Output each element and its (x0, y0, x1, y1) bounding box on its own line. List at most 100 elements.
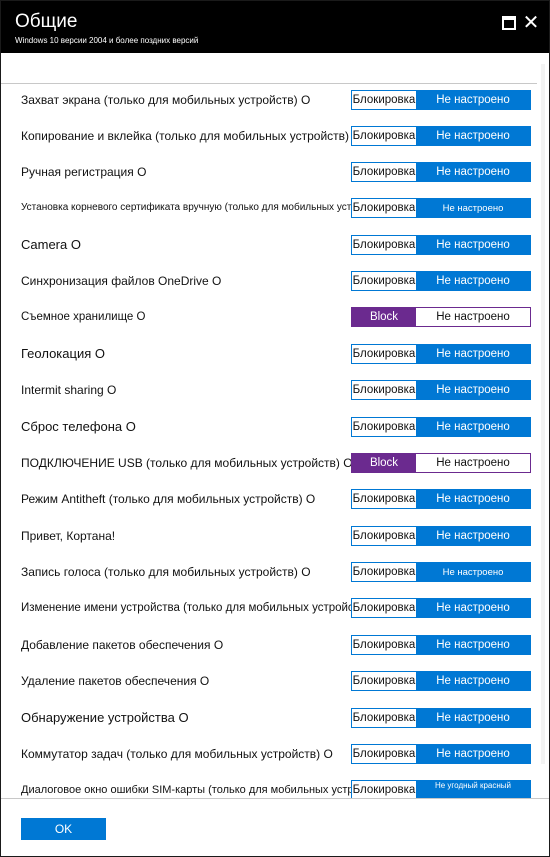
setting-row: Запись голоса (только для мобильных устр… (1, 561, 537, 583)
toggle-option-not-configured[interactable]: Не настроено (416, 163, 530, 181)
setting-label: Копирование и вклейка (только для мобиль… (21, 125, 362, 147)
setting-toggle[interactable]: Блокировка Не настроено (351, 126, 531, 146)
toggle-option-block[interactable]: Block (352, 454, 416, 472)
setting-toggle[interactable]: Блокировка Не настроено (351, 235, 531, 255)
setting-label: Camera О (21, 234, 81, 256)
setting-toggle[interactable]: Блокировка Не настроено (351, 90, 531, 110)
toggle-option-not-configured[interactable]: Не настроено (416, 709, 530, 727)
toggle-option-block[interactable]: Блокировка (352, 599, 416, 617)
toggle-option-not-configured[interactable]: Не угодный красный (416, 781, 530, 798)
toggle-option-block[interactable]: Блокировка (352, 272, 416, 290)
toggle-option-not-configured[interactable]: Не настроено (416, 272, 530, 290)
setting-row: ПОДКЛЮЧЕНИЕ USB (только для мобильных ус… (1, 452, 537, 474)
toggle-option-block[interactable]: Блокировка (352, 490, 416, 508)
toggle-option-block[interactable]: Блокировка (352, 199, 416, 217)
toggle-option-not-configured[interactable]: Не настроено (416, 418, 530, 436)
toggle-option-not-configured[interactable]: Не настроено (416, 236, 530, 254)
blade-header: Общие Windows 10 версии 2004 и более поз… (1, 1, 549, 53)
toggle-option-block[interactable]: Блокировка (352, 527, 416, 545)
setting-label: Добавление пакетов обеспечения О (21, 634, 223, 656)
toggle-option-block[interactable]: Блокировка (352, 672, 416, 690)
setting-row: Camera О Блокировка Не настроено (1, 234, 537, 256)
setting-label: Съемное хранилище О (21, 306, 145, 328)
setting-label: Коммутатор задач (только для мобильных у… (21, 743, 333, 765)
setting-row: Геолокация О Блокировка Не настроено (1, 343, 537, 365)
toggle-option-block[interactable]: Блокировка (352, 709, 416, 727)
close-icon[interactable]: ✕ (522, 12, 540, 34)
setting-row: Ручная регистрация О Блокировка Не настрое… (1, 161, 537, 183)
setting-toggle[interactable]: Блокировка Не угодный красный (351, 780, 531, 798)
toggle-option-not-configured[interactable]: Не настроено (416, 199, 530, 217)
setting-toggle[interactable]: Блокировка Не настроено (351, 489, 531, 509)
ok-button[interactable]: OK (21, 818, 106, 840)
setting-row: Добавление пакетов обеспечения О Блокиров… (1, 634, 537, 656)
scrollbar-thumb[interactable] (541, 64, 545, 764)
setting-row: Установка корневого сертификата вручную … (1, 197, 537, 219)
setting-row: Intermit sharing О Блокировка Не настроено (1, 379, 537, 401)
setting-label: Геолокация О (21, 343, 105, 365)
setting-label: Режим Antitheft (только для мобильных ус… (21, 488, 315, 510)
scrollbar[interactable] (539, 54, 547, 799)
setting-row: Удаление пакетов обеспечения О Блокировка… (1, 670, 537, 692)
toggle-option-not-configured[interactable]: Не настроено (416, 745, 530, 763)
setting-toggle[interactable]: Блокировка Не настроено (351, 271, 531, 291)
setting-label: Изменение имени устройства (только для м… (21, 597, 381, 619)
setting-row: Сброс телефона О Блокировка Не настроено (1, 416, 537, 438)
setting-row: Захват экрана (только для мобильных устр… (1, 89, 537, 111)
blade-subtitle: Windows 10 версии 2004 и более поздних в… (15, 36, 198, 46)
setting-toggle[interactable]: Блокировка Не настроено (351, 708, 531, 728)
toggle-option-not-configured[interactable]: Не настроено (416, 91, 530, 109)
maximize-icon[interactable] (502, 16, 516, 30)
setting-toggle[interactable]: Block Не настроено (351, 453, 531, 473)
toggle-option-not-configured[interactable]: Не настроено (416, 381, 530, 399)
toggle-option-block[interactable]: Блокировка (352, 781, 416, 798)
setting-toggle[interactable]: Блокировка Не настроено (351, 562, 531, 582)
toggle-option-block[interactable]: Блокировка (352, 381, 416, 399)
toggle-option-not-configured[interactable]: Не настроено (416, 599, 530, 617)
toggle-option-not-configured[interactable]: Не настроено (416, 454, 530, 472)
toggle-option-not-configured[interactable]: Не настроено (416, 127, 530, 145)
setting-toggle[interactable]: Блокировка Не настроено (351, 417, 531, 437)
setting-toggle[interactable]: Блокировка Не настроено (351, 162, 531, 182)
toggle-option-not-configured[interactable]: Не настроено (416, 490, 530, 508)
setting-toggle[interactable]: Блокировка Не настроено (351, 671, 531, 691)
toggle-option-block[interactable]: Блокировка (352, 563, 416, 581)
setting-toggle[interactable]: Блокировка Не настроено (351, 380, 531, 400)
setting-row: Привет, Кортана! Блокировка Не настроено (1, 525, 537, 547)
setting-label: Захват экрана (только для мобильных устр… (21, 89, 310, 111)
toggle-option-block[interactable]: Блокировка (352, 127, 416, 145)
setting-toggle[interactable]: Блокировка Не настроено (351, 598, 531, 618)
setting-row: Обнаружение устройства О Блокировка Не нас… (1, 707, 537, 729)
setting-label: Удаление пакетов обеспечения О (21, 670, 209, 692)
setting-label: Сброс телефона О (21, 416, 136, 438)
toggle-option-block[interactable]: Блокировка (352, 418, 416, 436)
toggle-option-not-configured[interactable]: Не настроено (416, 345, 530, 363)
toggle-option-block[interactable]: Блокировка (352, 163, 416, 181)
toggle-option-not-configured[interactable]: Не настроено (416, 563, 530, 581)
toggle-option-block[interactable]: Блокировка (352, 745, 416, 763)
setting-toggle[interactable]: Блокировка Не настроено (351, 526, 531, 546)
toggle-option-not-configured[interactable]: Не настроено (416, 527, 530, 545)
toggle-option-block[interactable]: Блокировка (352, 91, 416, 109)
setting-toggle[interactable]: Блокировка Не настроено (351, 635, 531, 655)
toggle-option-not-configured[interactable]: Не настроено (416, 672, 530, 690)
toggle-option-not-configured[interactable]: Не настроено (416, 308, 530, 326)
toggle-option-block[interactable]: Блокировка (352, 236, 416, 254)
settings-list: Захват экрана (только для мобильных устр… (1, 83, 537, 798)
toggle-option-not-configured[interactable]: Не настроено (416, 636, 530, 654)
setting-toggle[interactable]: Блокировка Не настроено (351, 198, 531, 218)
toggle-option-block[interactable]: Block (352, 308, 416, 326)
setting-row: Коммутатор задач (только для мобильных у… (1, 743, 537, 765)
toggle-option-block[interactable]: Блокировка (352, 345, 416, 363)
setting-toggle[interactable]: Block Не настроено (351, 307, 531, 327)
setting-toggle[interactable]: Блокировка Не настроено (351, 344, 531, 364)
toggle-option-block[interactable]: Блокировка (352, 636, 416, 654)
setting-row: Синхронизация файлов OneDrive О Блокировк… (1, 270, 537, 292)
setting-toggle[interactable]: Блокировка Не настроено (351, 744, 531, 764)
setting-label: Запись голоса (только для мобильных устр… (21, 561, 311, 583)
setting-label: Привет, Кортана! (21, 525, 115, 547)
setting-label: Ручная регистрация О (21, 161, 146, 183)
setting-row: Диалоговое окно ошибки SIM-карты (только… (1, 779, 537, 798)
setting-row: Съемное хранилище О Block Не настроено (1, 306, 537, 328)
